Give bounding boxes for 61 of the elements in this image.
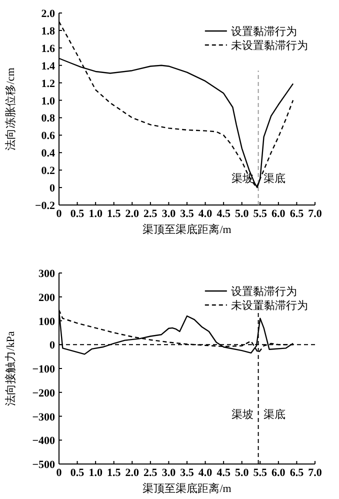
y-tick-label: 200 <box>38 292 56 304</box>
x-tick-label: 0.5 <box>70 467 85 479</box>
x-tick-label: 6.5 <box>290 208 304 220</box>
y-tick-label: 1.0 <box>41 95 56 108</box>
x-tick-label: 2.0 <box>125 208 140 220</box>
y-tick-label: 1.2 <box>41 78 56 90</box>
x-tick-label: 5.5 <box>253 208 268 220</box>
y-axis-title: 法向冻胀位移/cm <box>4 67 17 150</box>
x-axis-title: 渠顶至渠底距离/m <box>142 223 232 236</box>
y-tick-label: 100 <box>38 316 56 328</box>
x-tick-label: 6.0 <box>272 208 286 220</box>
y-tick-label: 1.8 <box>41 25 56 38</box>
x-tick-label: 5.5 <box>253 467 268 479</box>
y-tick-label: 0.4 <box>41 148 56 160</box>
y-tick-label: 300 <box>38 268 56 280</box>
x-tick-label: 4.0 <box>198 467 213 479</box>
annotation: 渠坡 <box>231 408 254 422</box>
y-tick-label: −100 <box>32 364 56 376</box>
y-tick-label: 0.8 <box>41 112 56 125</box>
y-axis-title: 法向接触力/kPa <box>4 331 17 406</box>
x-tick-label: 5.0 <box>234 208 250 220</box>
x-tick-label: 6.0 <box>272 467 286 479</box>
x-tick-label: 1.5 <box>106 208 122 220</box>
x-tick-label: 3.0 <box>162 208 176 220</box>
x-tick-label: 2.0 <box>125 467 140 479</box>
y-tick-label: −300 <box>32 411 56 424</box>
y-tick-label: 1.6 <box>41 42 56 55</box>
y-tick-label: 0.6 <box>41 130 56 142</box>
x-tick-label: 3.5 <box>180 467 194 479</box>
x-tick-label: 6.5 <box>290 467 304 479</box>
x-tick-label: 4.0 <box>198 208 213 220</box>
y-tick-label: 2.0 <box>41 8 56 20</box>
x-tick-label: 7.0 <box>308 208 322 220</box>
y-tick-label: −500 <box>32 459 56 471</box>
x-tick-label: 2.5 <box>144 208 158 220</box>
x-tick-label: 1.0 <box>88 467 103 479</box>
x-tick-label: 1.5 <box>106 467 122 479</box>
legend-label: 未设置黏滞行为 <box>230 299 308 312</box>
x-tick-label: 4.5 <box>216 208 231 220</box>
y-tick-label: −200 <box>32 387 56 400</box>
annotation: 渠底 <box>263 172 286 185</box>
legend-label: 设置黏滞行为 <box>230 25 297 38</box>
x-tick-label: 5.0 <box>234 467 250 479</box>
x-tick-label: 0.5 <box>70 208 85 220</box>
y-tick-label: 0 <box>50 182 56 195</box>
x-tick-label: 4.5 <box>216 467 231 479</box>
y-tick-label: 1.4 <box>41 60 56 72</box>
x-tick-label: 3.5 <box>180 208 194 220</box>
annotation: 渠底 <box>263 408 286 422</box>
x-axis-title: 渠顶至渠底距离/m <box>142 482 232 495</box>
legend-label: 设置黏滞行为 <box>230 285 297 298</box>
y-tick-label: −0.2 <box>34 200 56 212</box>
y-tick-label: 0.2 <box>41 165 56 178</box>
y-tick-label: 0 <box>50 340 56 352</box>
x-tick-label: 3.0 <box>162 467 176 479</box>
legend-label: 未设置黏滞行为 <box>230 39 308 52</box>
annotation: 渠坡 <box>231 172 254 185</box>
x-tick-label: 2.5 <box>144 467 158 479</box>
y-tick-label: −400 <box>32 435 56 448</box>
x-tick-label: 1.0 <box>88 208 103 220</box>
x-tick-label: 7.0 <box>308 467 322 479</box>
